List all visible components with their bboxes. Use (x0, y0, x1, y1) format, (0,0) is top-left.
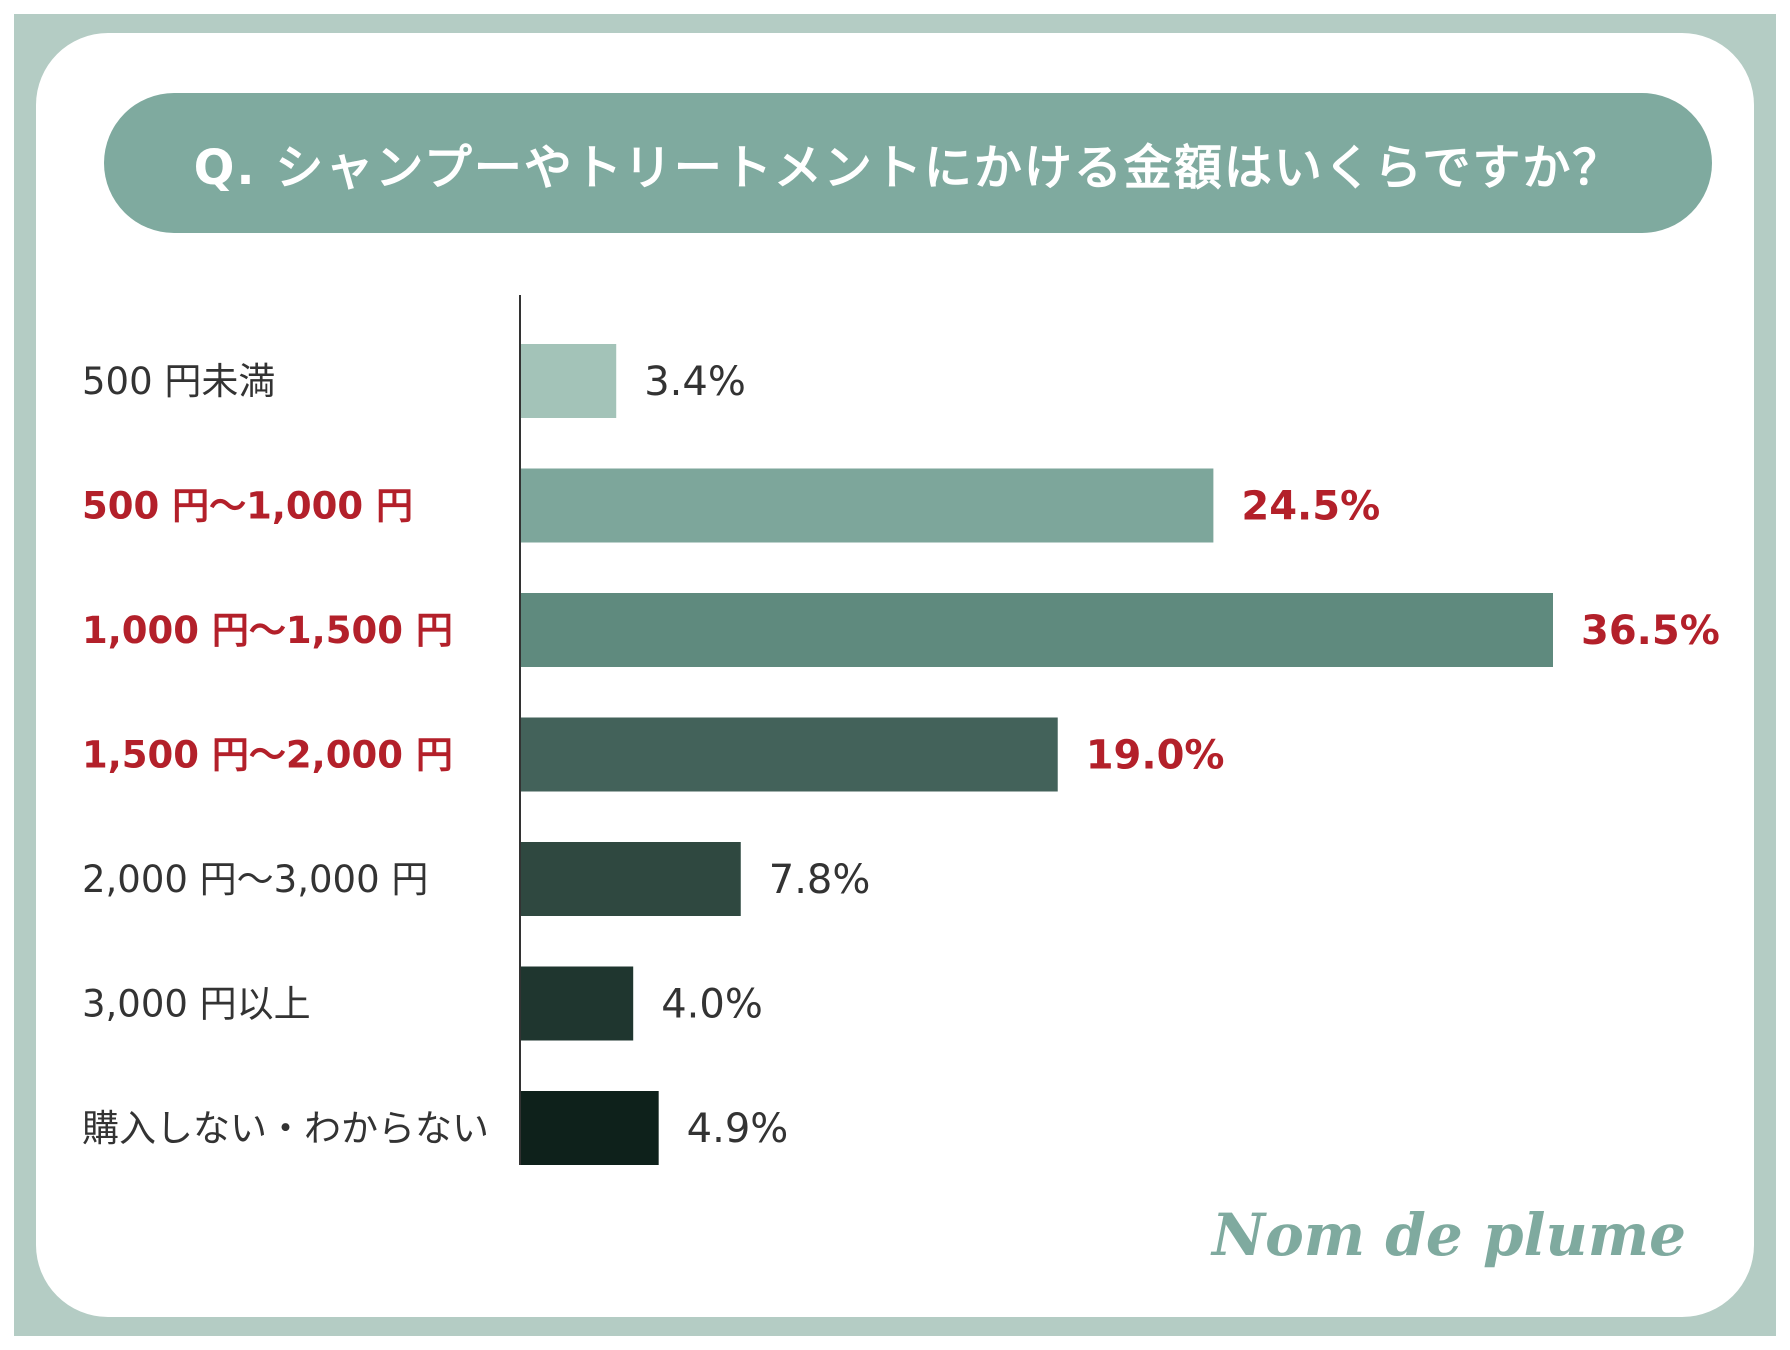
brand-logo: Nom de plume (1212, 1201, 1686, 1269)
title-banner: Q. シャンプーやトリートメントにかける金額はいくらですか？ (104, 93, 1712, 233)
bar (520, 468, 1214, 543)
bar (520, 344, 617, 418)
bar (520, 1091, 659, 1165)
chart-title: Q. シャンプーやトリートメントにかける金額はいくらですか？ (193, 140, 1623, 196)
category-label: 1,500 円〜2,000 円 (82, 734, 453, 777)
value-label: 4.9% (687, 1106, 789, 1152)
value-label: 19.0% (1086, 733, 1225, 779)
value-label: 24.5% (1241, 484, 1380, 530)
chart-frame: Q. シャンプーやトリートメントにかける金額はいくらですか？ Nom de pl… (14, 14, 1776, 1336)
bar (520, 593, 1553, 667)
value-label: 3.4% (644, 359, 746, 405)
category-label: 1,000 円〜1,500 円 (82, 609, 453, 652)
value-label: 4.0% (661, 982, 763, 1028)
category-label: 500 円未満 (82, 360, 275, 403)
category-label: 購入しない・わからない (82, 1107, 489, 1150)
bar (520, 966, 634, 1041)
bar (520, 717, 1058, 792)
bar (520, 842, 741, 916)
category-label: 500 円〜1,000 円 (82, 485, 413, 528)
value-label: 36.5% (1581, 608, 1720, 654)
category-label: 2,000 円〜3,000 円 (82, 858, 428, 901)
value-label: 7.8% (769, 857, 871, 903)
chart-card: Q. シャンプーやトリートメントにかける金額はいくらですか？ Nom de pl… (36, 33, 1754, 1317)
category-label: 3,000 円以上 (82, 983, 311, 1026)
